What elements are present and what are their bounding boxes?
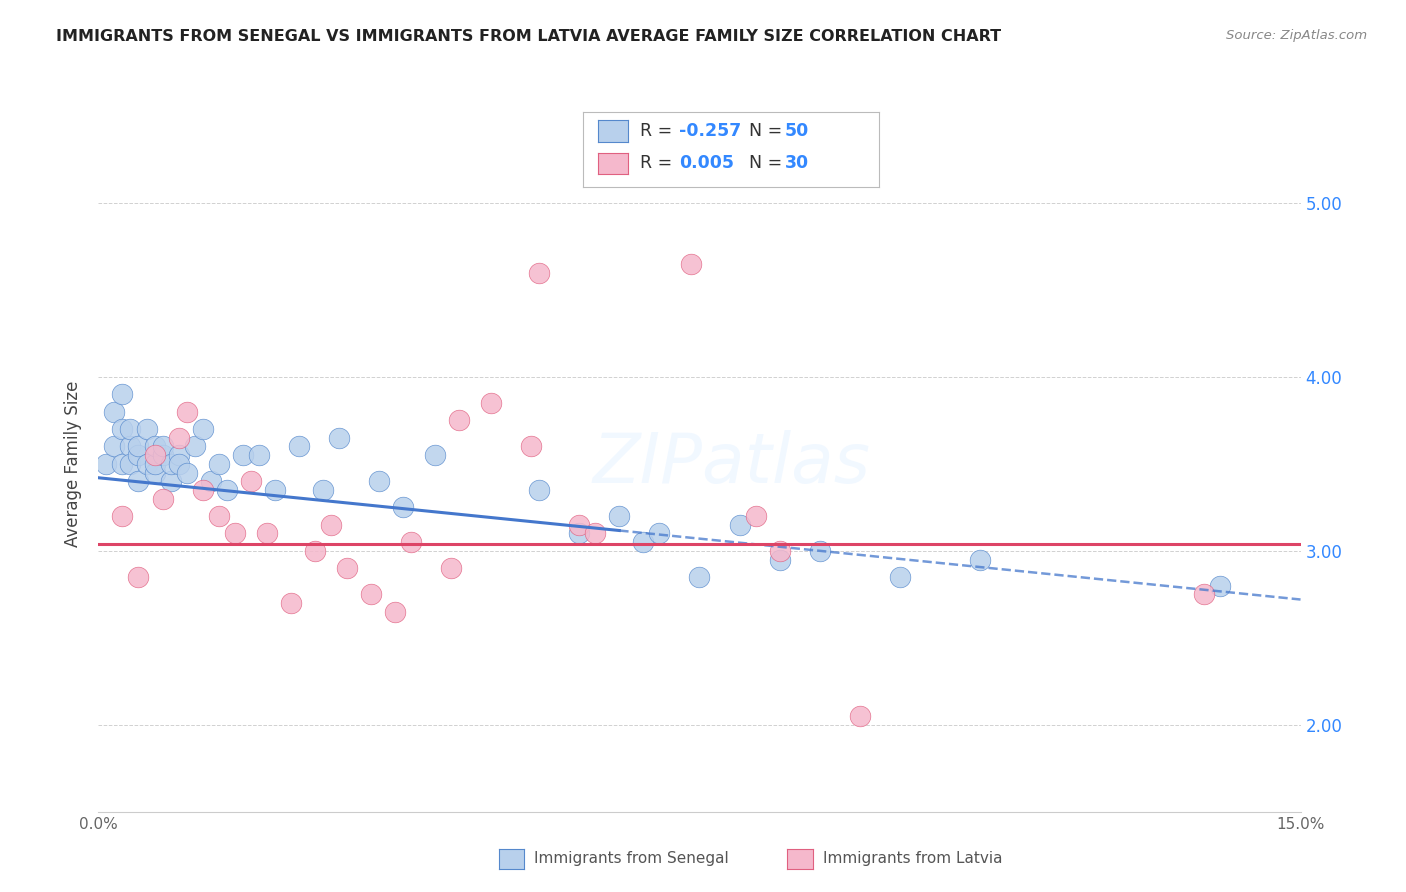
Text: IMMIGRANTS FROM SENEGAL VS IMMIGRANTS FROM LATVIA AVERAGE FAMILY SIZE CORRELATIO: IMMIGRANTS FROM SENEGAL VS IMMIGRANTS FR…: [56, 29, 1001, 44]
Point: [280, 596, 302, 610]
Point: [143, 457, 166, 471]
Point: [423, 448, 446, 462]
Point: [849, 709, 872, 723]
Point: [152, 448, 174, 462]
Point: [208, 457, 231, 471]
Point: [111, 422, 134, 436]
Point: [969, 552, 991, 566]
Point: [368, 475, 391, 489]
Point: [191, 483, 214, 497]
Text: Source: ZipAtlas.com: Source: ZipAtlas.com: [1226, 29, 1367, 42]
Point: [312, 483, 335, 497]
Point: [304, 544, 326, 558]
Point: [360, 587, 382, 601]
Point: [529, 483, 551, 497]
Point: [111, 508, 134, 523]
Point: [167, 431, 190, 445]
Point: [191, 422, 214, 436]
Point: [143, 440, 166, 454]
Point: [384, 605, 406, 619]
Point: [319, 517, 342, 532]
Text: R =: R =: [640, 122, 678, 140]
Point: [135, 457, 157, 471]
Point: [583, 526, 606, 541]
Point: [120, 457, 142, 471]
Text: ZIPatlas: ZIPatlas: [592, 430, 870, 498]
Point: [176, 466, 198, 480]
Point: [247, 448, 270, 462]
Point: [111, 457, 134, 471]
Point: [176, 405, 198, 419]
Point: [808, 544, 831, 558]
Point: [1194, 587, 1216, 601]
Point: [143, 466, 166, 480]
Text: -0.257: -0.257: [679, 122, 741, 140]
Point: [479, 396, 502, 410]
Point: [239, 475, 262, 489]
Point: [167, 448, 190, 462]
Point: [399, 535, 422, 549]
Point: [224, 526, 246, 541]
Point: [689, 570, 711, 584]
Text: 30: 30: [785, 154, 808, 172]
Point: [128, 475, 150, 489]
Point: [159, 475, 181, 489]
Point: [183, 440, 205, 454]
Point: [103, 440, 125, 454]
Point: [328, 431, 350, 445]
Point: [440, 561, 463, 575]
Point: [208, 508, 231, 523]
Point: [288, 440, 311, 454]
Point: [520, 440, 543, 454]
Point: [128, 440, 150, 454]
Point: [744, 508, 766, 523]
Point: [143, 448, 166, 462]
Text: N =: N =: [749, 122, 789, 140]
Point: [769, 552, 792, 566]
Text: N =: N =: [749, 154, 789, 172]
Point: [135, 422, 157, 436]
Point: [681, 257, 703, 271]
Point: [256, 526, 278, 541]
Point: [232, 448, 254, 462]
Point: [648, 526, 671, 541]
Point: [215, 483, 238, 497]
Point: [633, 535, 655, 549]
Point: [120, 422, 142, 436]
Point: [728, 517, 751, 532]
Point: [167, 457, 190, 471]
Point: [152, 491, 174, 506]
Point: [1209, 578, 1232, 592]
Point: [103, 405, 125, 419]
Text: 50: 50: [785, 122, 808, 140]
Point: [200, 475, 222, 489]
Point: [336, 561, 359, 575]
Point: [609, 508, 631, 523]
Point: [96, 457, 118, 471]
Point: [120, 440, 142, 454]
Point: [568, 517, 591, 532]
Point: [263, 483, 285, 497]
Text: Immigrants from Senegal: Immigrants from Senegal: [534, 851, 730, 865]
Y-axis label: Average Family Size: Average Family Size: [65, 381, 83, 547]
Point: [152, 440, 174, 454]
Text: 0.005: 0.005: [679, 154, 734, 172]
Point: [889, 570, 911, 584]
Point: [159, 457, 181, 471]
Point: [111, 387, 134, 401]
Point: [128, 448, 150, 462]
Point: [128, 570, 150, 584]
Point: [568, 526, 591, 541]
Point: [392, 500, 415, 515]
Point: [769, 544, 792, 558]
Point: [529, 266, 551, 280]
Text: R =: R =: [640, 154, 683, 172]
Point: [447, 413, 470, 427]
Text: Immigrants from Latvia: Immigrants from Latvia: [823, 851, 1002, 865]
